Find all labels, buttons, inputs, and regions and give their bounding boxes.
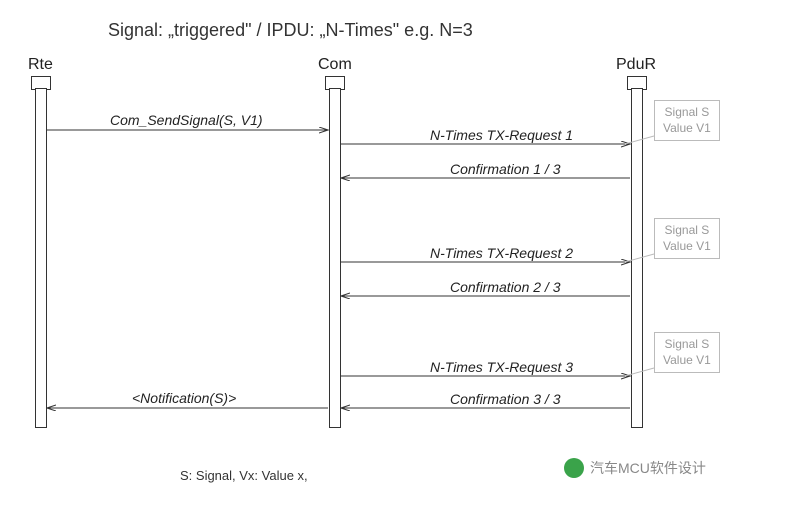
watermark: 汽车MCU软件设计 (564, 458, 706, 478)
msg-tx3: N-Times TX-Request 3 (430, 359, 573, 375)
msg-notify: <Notification(S)> (132, 390, 236, 406)
watermark-text: 汽车MCU软件设计 (590, 458, 706, 478)
note-1-line1: Signal S (665, 105, 710, 119)
wechat-icon (564, 458, 584, 478)
participant-rte-label: Rte (28, 56, 53, 74)
note-1: Signal S Value V1 (654, 100, 720, 141)
participant-com-label: Com (318, 56, 352, 74)
lifeline-bar-com (329, 88, 341, 428)
note-3-line1: Signal S (665, 337, 710, 351)
msg-conf3: Confirmation 3 / 3 (450, 391, 561, 407)
note-2: Signal S Value V1 (654, 218, 720, 259)
lifeline-bar-pdur (631, 88, 643, 428)
lifeline-bar-rte (35, 88, 47, 428)
note-3: Signal S Value V1 (654, 332, 720, 373)
diagram-title: Signal: „triggered" / IPDU: „N-Times" e.… (108, 20, 473, 41)
msg-tx1: N-Times TX-Request 1 (430, 127, 573, 143)
note-3-line2: Value V1 (663, 353, 711, 367)
msg-conf1: Confirmation 1 / 3 (450, 161, 561, 177)
participant-pdur-label: PduR (616, 56, 656, 74)
msg-send-signal: Com_SendSignal(S, V1) (110, 112, 263, 128)
msg-tx2: N-Times TX-Request 2 (430, 245, 573, 261)
note-1-line2: Value V1 (663, 121, 711, 135)
msg-conf2: Confirmation 2 / 3 (450, 279, 561, 295)
legend-text: S: Signal, Vx: Value x, (180, 468, 308, 483)
note-2-line2: Value V1 (663, 239, 711, 253)
note-2-line1: Signal S (665, 223, 710, 237)
